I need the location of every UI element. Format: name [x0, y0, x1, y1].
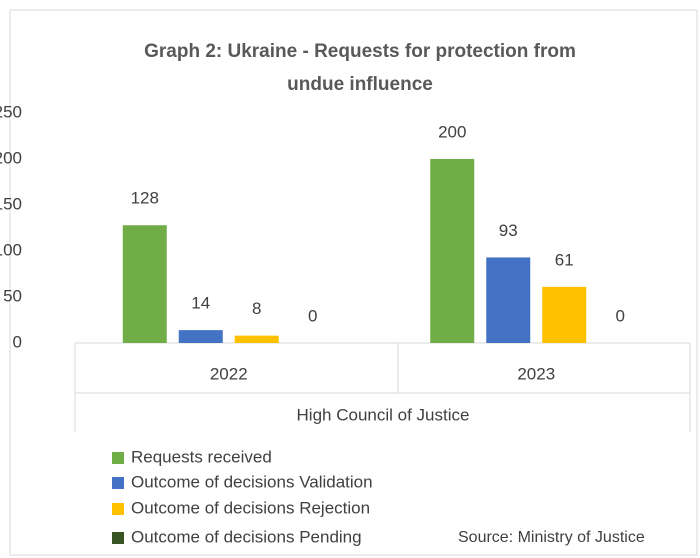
legend-swatch — [112, 477, 124, 489]
data-label: 0 — [616, 306, 625, 325]
data-label: 93 — [499, 221, 518, 240]
bar — [122, 225, 167, 343]
data-label: 14 — [191, 294, 210, 313]
data-label: 200 — [438, 122, 466, 141]
legend-swatch — [112, 532, 124, 544]
bar — [486, 257, 531, 343]
legend-swatch — [112, 503, 124, 515]
legend-swatch — [112, 452, 124, 464]
y-tick-label: 50 — [3, 286, 22, 305]
legend-label: Outcome of decisions Pending — [131, 527, 362, 546]
y-tick-label: 200 — [0, 148, 22, 167]
chart-border — [9, 9, 698, 556]
bar — [430, 159, 475, 343]
bar — [542, 286, 587, 343]
y-tick-label: 250 — [0, 102, 22, 121]
x-tick-label: 2022 — [210, 364, 248, 383]
data-label: 0 — [308, 306, 317, 325]
x-tick-label: 2023 — [517, 364, 555, 383]
chart-title: Graph 2: Ukraine - Requests for protecti… — [144, 41, 576, 62]
legend-label: Requests received — [131, 447, 272, 466]
bar — [234, 335, 279, 343]
data-label: 128 — [131, 189, 159, 208]
bar — [178, 330, 223, 343]
y-tick-label: 100 — [0, 240, 22, 259]
legend-label: Outcome of decisions Rejection — [131, 498, 370, 517]
data-label: 61 — [555, 250, 574, 269]
y-tick-label: 150 — [0, 194, 22, 213]
chart-title: undue influence — [287, 74, 433, 95]
source: Source: Ministry of Justice — [458, 529, 645, 546]
legend-label: Outcome of decisions Validation — [131, 472, 373, 491]
data-label: 8 — [252, 299, 261, 318]
x-axis-title: High Council of Justice — [297, 405, 470, 424]
y-tick-label: 0 — [13, 332, 22, 351]
